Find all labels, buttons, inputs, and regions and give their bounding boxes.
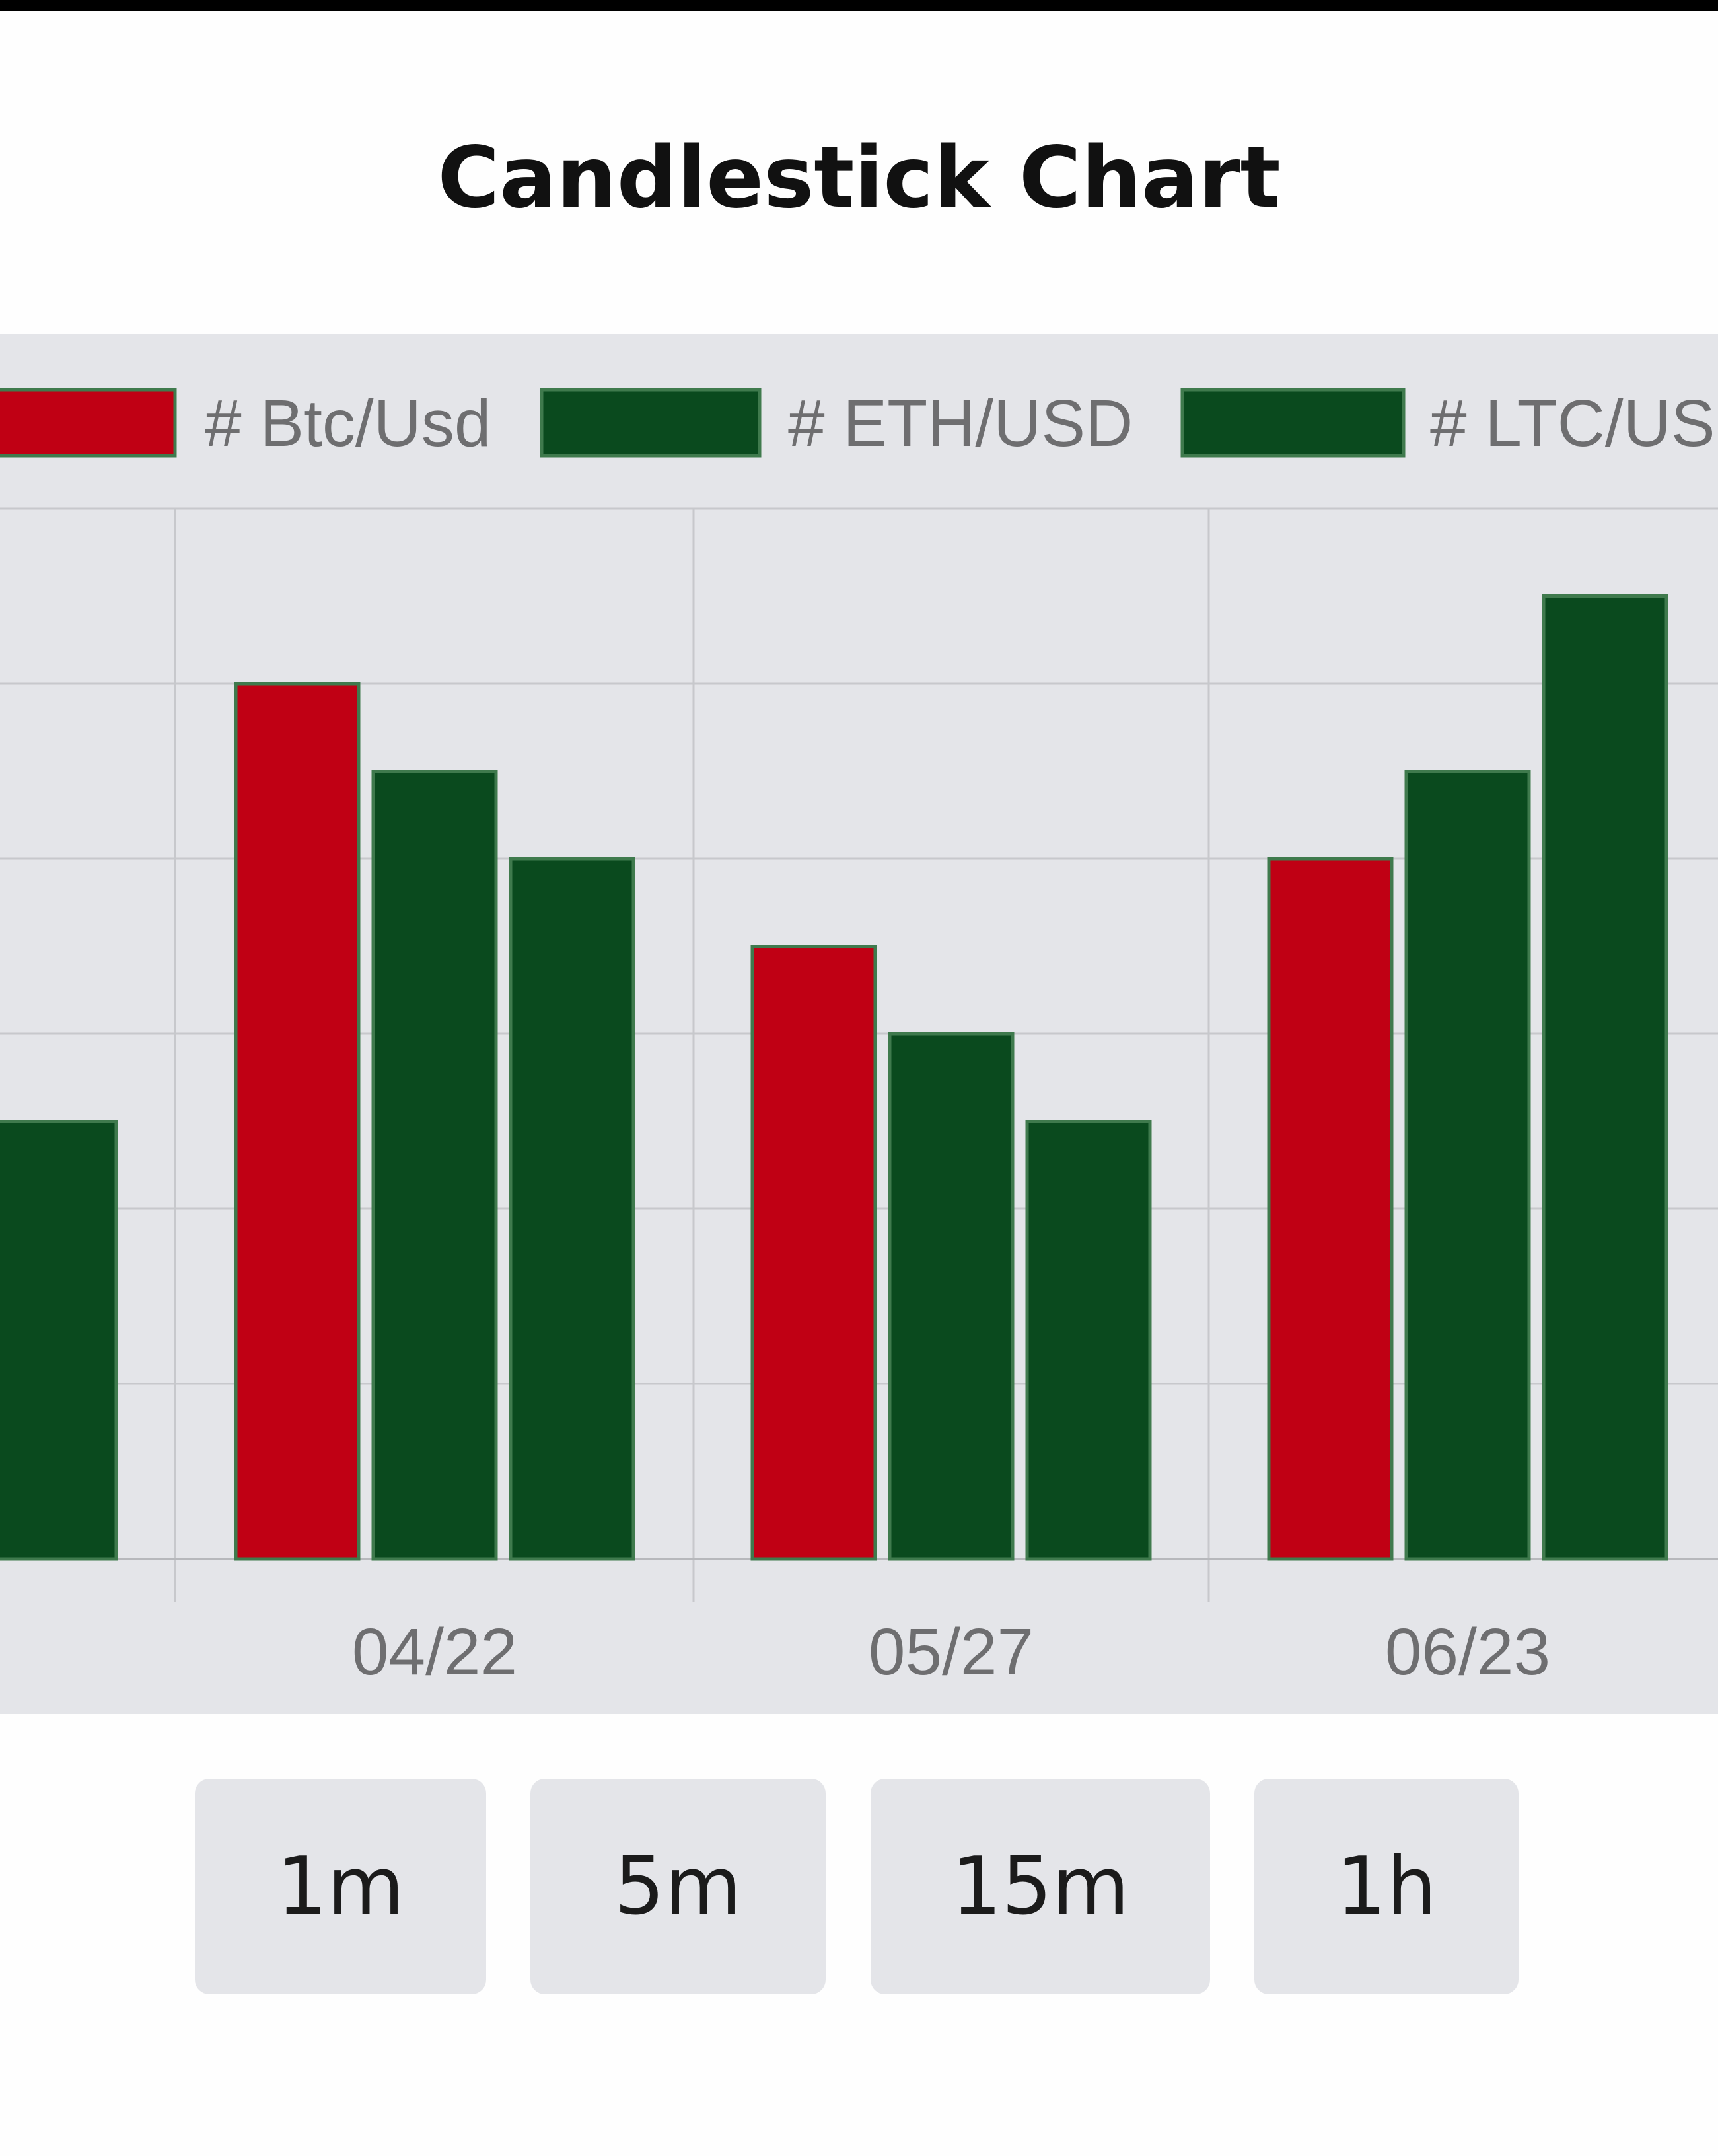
timeframe-button-row: 1m 5m 15m 1h xyxy=(0,1779,1718,1994)
legend-label: # ETH/USD xyxy=(788,386,1133,460)
bar-ltc xyxy=(1542,594,1668,1561)
bar-btc xyxy=(1267,857,1394,1561)
window-top-border xyxy=(0,0,1718,11)
timeframe-1m-button[interactable]: 1m xyxy=(195,1779,486,1994)
bar-btc xyxy=(750,945,877,1561)
legend-swatch xyxy=(0,388,177,458)
bar-eth xyxy=(888,1032,1015,1561)
timeframe-5m-button[interactable]: 5m xyxy=(530,1779,826,1994)
timeframe-15m-button[interactable]: 15m xyxy=(871,1779,1210,1994)
bar-ltc xyxy=(509,857,635,1561)
legend-label: # Btc/Usd xyxy=(205,386,491,460)
bar-eth xyxy=(1404,770,1531,1561)
x-tick-label: 06/23 xyxy=(1385,1615,1550,1689)
chart-panel: 04/22 05/27 06/23 # Btc/Usd # ETH/USD # LTC/U… xyxy=(0,334,1718,1714)
bar-ltc xyxy=(1025,1120,1152,1561)
legend-label: # LTC/USD xyxy=(1430,386,1718,460)
x-tick-label: 05/27 xyxy=(869,1615,1034,1689)
bar-eth xyxy=(371,770,498,1561)
timeframe-1h-button[interactable]: 1h xyxy=(1254,1779,1519,1994)
legend-swatch xyxy=(540,388,762,458)
page-title: Candlestick Chart xyxy=(437,129,1281,227)
legend-swatch xyxy=(1180,388,1406,458)
x-tick-label: 04/22 xyxy=(352,1615,517,1689)
bar-btc xyxy=(234,682,361,1561)
bar-ltc xyxy=(0,1120,118,1561)
bar-chart: 04/22 05/27 06/23 # Btc/Usd # ETH/USD # LTC/U… xyxy=(0,386,1718,1689)
